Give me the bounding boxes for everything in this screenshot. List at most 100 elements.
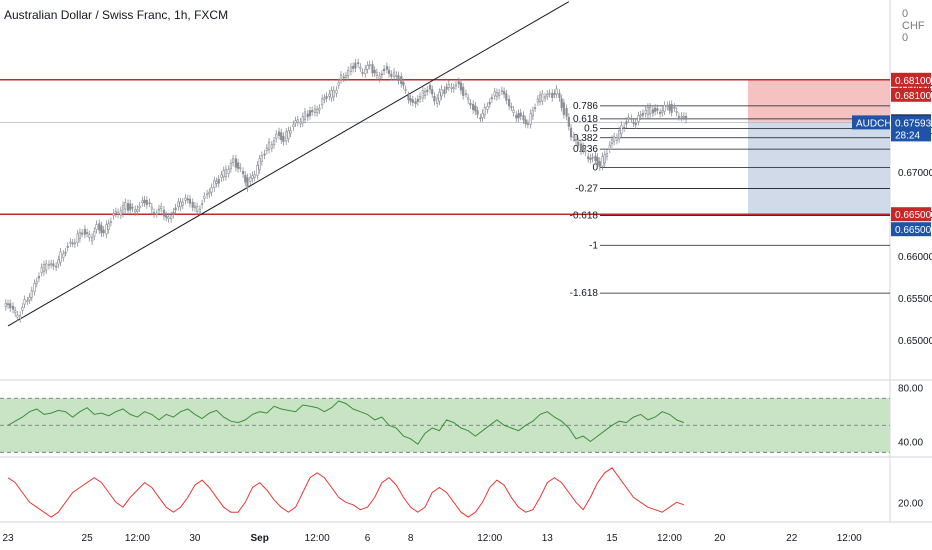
- candle: [172, 211, 175, 215]
- candle: [634, 122, 637, 126]
- candle: [555, 88, 558, 95]
- candle: [505, 93, 508, 101]
- candle: [488, 101, 491, 105]
- candle: [515, 115, 518, 119]
- candle: [206, 193, 209, 196]
- fib-level-label: -0.27: [575, 184, 598, 195]
- candle: [313, 108, 317, 113]
- candle: [608, 144, 611, 150]
- candle: [105, 224, 108, 235]
- fib-level-label: -0.618: [570, 210, 599, 221]
- candle: [236, 162, 240, 169]
- symbol-price-value: 0.67593: [895, 118, 932, 129]
- price-tag-bg: [891, 207, 931, 222]
- candle: [45, 263, 48, 271]
- candle: [414, 101, 417, 105]
- candle: [605, 153, 609, 157]
- candle: [160, 206, 163, 209]
- candle: [623, 126, 626, 129]
- candle: [641, 113, 645, 116]
- time-axis-label: 12:00: [305, 533, 330, 544]
- candle: [594, 155, 597, 161]
- candle: [6, 303, 10, 306]
- candle: [443, 89, 446, 94]
- candle: [55, 265, 58, 268]
- candle: [40, 267, 43, 273]
- candle: [311, 110, 314, 113]
- candle: [436, 97, 439, 104]
- candle: [30, 290, 33, 298]
- candle: [23, 299, 26, 305]
- candle: [71, 242, 74, 245]
- candle: [500, 90, 504, 93]
- candle: [431, 89, 434, 95]
- candle: [483, 107, 486, 116]
- candle: [632, 121, 635, 124]
- candle: [651, 109, 655, 114]
- candle: [601, 156, 604, 167]
- candle: [495, 92, 499, 98]
- candle: [382, 68, 386, 72]
- candle: [152, 212, 156, 215]
- candle: [400, 76, 403, 84]
- oscillator-axis-label: 20.00: [898, 498, 923, 509]
- candle: [251, 175, 254, 179]
- price-tag-value: 0.66500: [895, 210, 932, 221]
- candle: [263, 153, 266, 156]
- candle: [28, 296, 31, 301]
- candle: [407, 95, 410, 100]
- candle: [193, 205, 197, 208]
- candle: [562, 102, 565, 115]
- candle: [390, 74, 393, 77]
- candle: [52, 263, 55, 267]
- candle: [574, 139, 578, 142]
- candle: [83, 229, 86, 235]
- candle: [124, 202, 127, 210]
- candle: [421, 90, 424, 99]
- candle: [682, 115, 685, 118]
- candle: [490, 97, 494, 100]
- candle: [203, 195, 206, 199]
- candle: [165, 215, 168, 218]
- candle: [270, 144, 273, 149]
- time-axis-label: 6: [365, 533, 371, 544]
- price-tag: 0.66500: [891, 222, 932, 237]
- candle: [131, 206, 134, 209]
- candle: [126, 203, 130, 211]
- price-axis-label: 0.65000: [898, 336, 932, 347]
- price-tag: 0.68100: [891, 72, 932, 87]
- rsi-axis-label: 40.00: [898, 437, 923, 448]
- candle: [467, 97, 470, 101]
- candle: [344, 75, 348, 78]
- fib-level-label: 0.382: [573, 133, 598, 144]
- candle: [275, 133, 278, 139]
- candle: [112, 213, 115, 216]
- candle: [371, 64, 374, 74]
- candle: [188, 198, 192, 204]
- symbol-price-bg: [891, 115, 931, 142]
- candle: [136, 209, 139, 212]
- candle: [512, 109, 515, 113]
- stop-loss-zone: [748, 121, 890, 215]
- candle: [282, 136, 285, 143]
- candle: [615, 137, 619, 141]
- candle: [668, 104, 671, 111]
- candle: [141, 200, 144, 203]
- candle: [519, 112, 522, 117]
- candle: [64, 251, 67, 254]
- candle: [150, 206, 153, 210]
- candle: [663, 105, 666, 112]
- candle: [170, 215, 173, 220]
- rsi-axis-label: 80.00: [898, 383, 923, 394]
- candle: [335, 89, 338, 94]
- candle: [457, 81, 460, 85]
- candle: [481, 113, 484, 119]
- candle: [14, 310, 17, 314]
- candle: [613, 136, 616, 142]
- candle: [577, 141, 580, 146]
- price-tag-value: 0.68100: [895, 91, 932, 102]
- candle: [227, 169, 230, 175]
- candle: [359, 66, 362, 69]
- candle: [589, 158, 592, 160]
